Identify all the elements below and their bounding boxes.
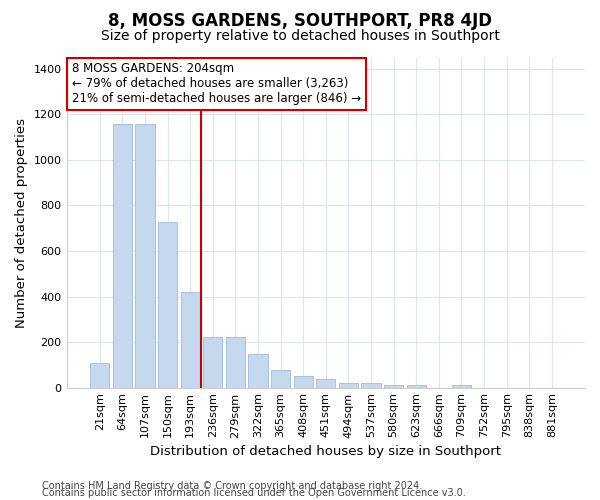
Text: Contains public sector information licensed under the Open Government Licence v3: Contains public sector information licen…	[42, 488, 466, 498]
Bar	[158, 222, 177, 388]
Text: 8, MOSS GARDENS, SOUTHPORT, PR8 4JD: 8, MOSS GARDENS, SOUTHPORT, PR8 4JD	[108, 12, 492, 30]
Bar	[361, 384, 380, 388]
Bar	[203, 338, 223, 388]
Bar	[407, 386, 426, 388]
Bar	[113, 124, 132, 388]
Text: Size of property relative to detached houses in Southport: Size of property relative to detached ho…	[101, 29, 499, 43]
Bar	[90, 363, 109, 388]
Text: 8 MOSS GARDENS: 204sqm
← 79% of detached houses are smaller (3,263)
21% of semi-: 8 MOSS GARDENS: 204sqm ← 79% of detached…	[72, 62, 361, 106]
Text: Contains HM Land Registry data © Crown copyright and database right 2024.: Contains HM Land Registry data © Crown c…	[42, 481, 422, 491]
Bar	[293, 376, 313, 388]
Y-axis label: Number of detached properties: Number of detached properties	[15, 118, 28, 328]
Bar	[248, 354, 268, 388]
Bar	[316, 379, 335, 388]
Bar	[226, 338, 245, 388]
Bar	[181, 292, 200, 388]
Bar	[452, 385, 471, 388]
X-axis label: Distribution of detached houses by size in Southport: Distribution of detached houses by size …	[150, 444, 501, 458]
Bar	[384, 385, 403, 388]
Bar	[136, 124, 155, 388]
Bar	[271, 370, 290, 388]
Bar	[339, 383, 358, 388]
